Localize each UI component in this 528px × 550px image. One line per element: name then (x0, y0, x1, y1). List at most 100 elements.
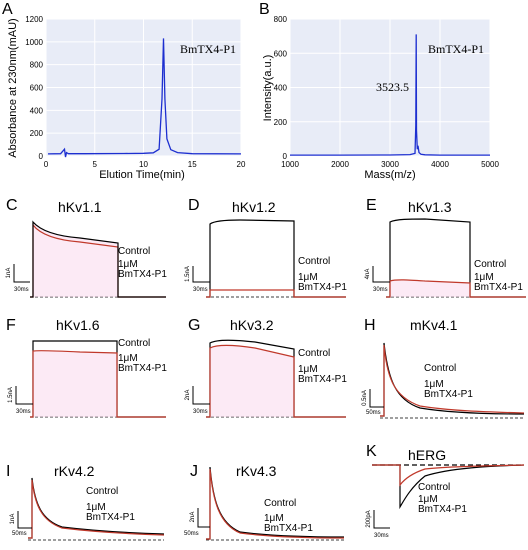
y-tick-label: 400 (274, 84, 288, 93)
scale-time-label: 30ms (193, 409, 208, 415)
y-tick-label: 200 (274, 118, 288, 127)
control-trace (206, 219, 346, 298)
panel-d: D hKv1.2 Control 1μM BmTX4-P1 1.5nA 30ms (185, 197, 347, 298)
panel-h: H mKv4.1 Control 1μM BmTX4-P1 0.5nA 50ms (362, 317, 525, 419)
x-tick-label: 4000 (431, 160, 449, 169)
x-tick-label: 0 (44, 160, 49, 169)
panel-letter: G (188, 317, 200, 334)
y-tick-label: 600 (30, 84, 44, 93)
toxin-label: BmTX4-P1 (118, 269, 167, 280)
x-axis-label: Elution Time(min) (99, 169, 185, 181)
panel-f: F hKv1.6 Control 1μM BmTX4-P1 1.5nA 30ms (6, 317, 167, 418)
channel-title: hERG (408, 447, 446, 463)
scale-current-label: 1nA (6, 268, 12, 279)
scale-current-label: 2nA (190, 512, 196, 523)
control-trace (30, 220, 166, 298)
y-tick-label: 1000 (25, 38, 43, 47)
scale-time-label: 50ms (12, 531, 27, 537)
channel-title: hKv1.2 (232, 199, 276, 215)
noise-band (30, 222, 166, 297)
scale-current-label: 4nA (365, 269, 371, 280)
control-trace (380, 342, 525, 417)
toxin-label: BmTX4-P1 (118, 363, 167, 374)
mass-spectrum-trace (290, 34, 490, 156)
scale-current-label: 1nA (10, 514, 16, 525)
toxin-trace (206, 289, 346, 298)
control-label: Control (298, 256, 330, 267)
dose-label: 1μM (298, 364, 318, 375)
toxin-label: BmTX4-P1 (474, 282, 523, 293)
scale-bar (192, 386, 210, 405)
scale-current-label: 2nA (185, 390, 191, 401)
control-label: Control (424, 363, 456, 374)
scale-time-label: 30ms (16, 409, 31, 415)
x-axis-label: Mass(m/z) (364, 169, 415, 181)
toxin-trace (380, 344, 525, 417)
y-tick-label: 0 (39, 152, 44, 161)
axis-ticks: 0 200 400 600 800 1000 2000 3000 4000 5000 (274, 15, 500, 169)
control-label: Control (86, 486, 118, 497)
panel-letter: F (6, 317, 16, 334)
x-tick-label: 15 (188, 160, 197, 169)
scale-bar (15, 386, 33, 405)
y-tick-label: 800 (274, 15, 288, 24)
axis-ticks: 0 200 400 600 800 1000 1200 0 5 10 15 20 (25, 15, 246, 169)
toxin-trace (30, 349, 166, 418)
channel-title: mKv4.1 (410, 317, 458, 333)
scale-time-label: 30ms (193, 287, 208, 293)
scale-current-label: 1.5nA (8, 387, 14, 403)
control-trace (206, 339, 346, 418)
y-axis-label: Absorbance at 230nm(mAU) (7, 18, 19, 157)
scale-time-label: 30ms (374, 533, 389, 539)
panel-k: K hERG Control 1μM BmTX4-P1 200pA 30ms (366, 443, 525, 539)
y-tick-label: 600 (274, 49, 288, 58)
panel-i: I rKv4.2 Control 1μM BmTX4-P1 1nA 50ms (6, 463, 165, 541)
chromatogram-trace (47, 38, 242, 158)
panel-letter: K (366, 443, 377, 460)
toxin-trace (386, 279, 526, 298)
x-tick-label: 1000 (281, 160, 299, 169)
control-label: Control (264, 498, 296, 509)
control-label: Control (298, 348, 330, 359)
y-tick-label: 200 (30, 129, 44, 138)
panel-letter: C (6, 197, 18, 214)
dose-label: 1μM (474, 272, 494, 283)
channel-title: rKv4.2 (54, 463, 95, 479)
panel-letter: D (188, 197, 200, 214)
dose-label: 1μM (424, 379, 444, 390)
panel-g: G hKv3.2 Control 1μM BmTX4-P1 2nA 30ms (185, 317, 347, 418)
dose-label: 1μM (298, 272, 318, 283)
panel-c: C hKv1.1 Control 1μM BmTX4-P1 1nA 30ms (6, 197, 167, 298)
channel-title: hKv1.3 (408, 199, 452, 215)
control-label: Control (118, 246, 150, 257)
channel-title: hKv1.1 (58, 199, 102, 215)
control-label: Control (418, 482, 450, 493)
panel-letter: A (2, 1, 13, 18)
panel-letter: H (364, 317, 376, 334)
scale-time-label: 30ms (14, 287, 29, 293)
dose-label: 1μM (264, 513, 284, 524)
control-label: Control (474, 259, 506, 270)
x-tick-label: 10 (139, 160, 148, 169)
noise-band (386, 279, 526, 297)
panel-e: E hKv1.3 Control 1μM BmTX4-P1 4nA 30ms (365, 197, 526, 298)
x-tick-label: 20 (237, 160, 246, 169)
toxin-trace (206, 344, 346, 418)
toxin-label: BmTX4-P1 (298, 282, 347, 293)
x-tick-label: 5 (93, 160, 98, 169)
dose-label: 1μM (418, 494, 438, 505)
toxin-label: BmTX4-P1 (424, 389, 473, 400)
panel-a: A 0 200 400 600 800 1000 1200 0 5 10 15 20 BmTX4-P1… (2, 1, 246, 181)
peak-mass-label: 3523.5 (376, 80, 409, 94)
panel-letter: E (366, 197, 377, 214)
scale-bar (17, 511, 32, 529)
scale-bar (373, 510, 390, 529)
channel-title: hKv3.2 (230, 317, 274, 333)
y-tick-label: 0 (283, 152, 288, 161)
control-label: Control (118, 338, 150, 349)
toxin-label: BmTX4-P1 (298, 374, 347, 385)
scale-time-label: 50ms (184, 531, 199, 537)
panel-letter: B (259, 1, 270, 18)
x-tick-label: 5000 (481, 160, 499, 169)
scale-bar (369, 389, 384, 408)
